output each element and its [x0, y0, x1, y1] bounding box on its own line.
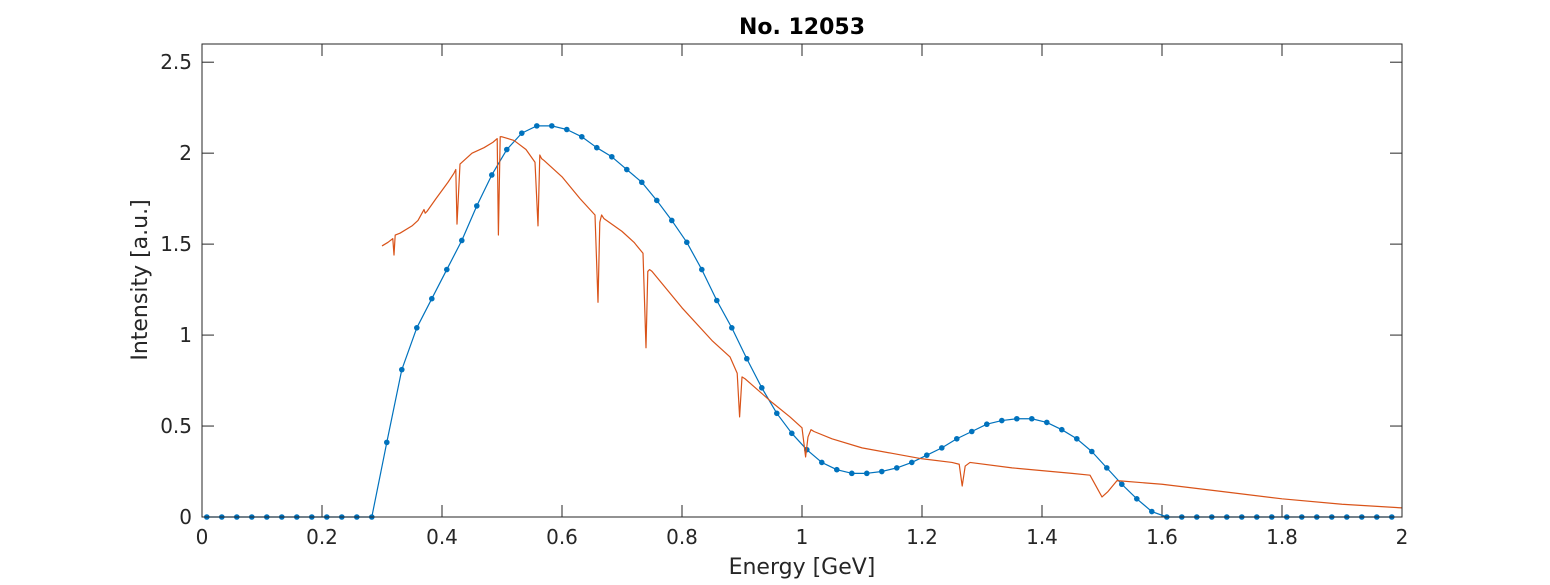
data-point [519, 130, 525, 136]
data-point [1104, 465, 1110, 471]
x-tick-label: 1 [796, 525, 809, 549]
x-tick-label: 0.2 [306, 525, 338, 549]
data-point [594, 144, 600, 151]
data-point [579, 133, 585, 140]
data-point [399, 366, 405, 373]
y-tick-label: 0 [179, 505, 192, 529]
x-tick-label: 1.8 [1266, 525, 1298, 549]
data-point [624, 166, 630, 173]
data-point [414, 325, 420, 331]
data-point [909, 459, 915, 466]
data-point [774, 410, 780, 417]
data-point [489, 172, 495, 178]
data-point [834, 466, 840, 473]
data-point [474, 203, 480, 209]
data-point [1119, 481, 1125, 488]
data-point [444, 266, 450, 273]
data-point [744, 355, 750, 362]
data-point [819, 459, 825, 466]
data-point [1044, 419, 1050, 426]
data-point [504, 146, 510, 153]
y-ticks: 0 0.5 1 1.5 2 2.5 [160, 50, 1402, 529]
x-tick-label: 0.4 [426, 525, 458, 549]
data-point [864, 470, 870, 477]
x-tick-label: 2 [1396, 525, 1409, 549]
data-point [939, 445, 945, 451]
data-point [534, 123, 540, 129]
chart-title: No. 12053 [739, 15, 865, 40]
y-axis-label: Intensity [a.u.] [128, 199, 153, 360]
data-point [1059, 426, 1065, 433]
data-point [429, 295, 435, 302]
data-point [714, 297, 720, 304]
data-point [999, 417, 1005, 424]
data-point [384, 439, 390, 446]
y-tick-label: 0.5 [160, 414, 192, 438]
data-point [879, 468, 885, 475]
data-point [729, 325, 735, 331]
x-tick-label: 0 [196, 525, 209, 549]
data-point [924, 452, 930, 458]
data-point [654, 197, 660, 204]
data-point [549, 123, 555, 129]
y-tick-label: 2.5 [160, 50, 192, 74]
data-point [669, 217, 675, 224]
data-point [639, 179, 645, 186]
data-point [1089, 448, 1095, 455]
data-point [969, 428, 975, 435]
data-point [1149, 508, 1155, 515]
data-point [759, 385, 765, 391]
data-point [849, 470, 855, 477]
data-point [894, 465, 900, 471]
data-point [1074, 435, 1080, 442]
series-line-1 [381, 136, 1403, 509]
data-point [984, 421, 990, 428]
x-tick-label: 1.2 [906, 525, 938, 549]
series-1 [381, 136, 1403, 509]
y-tick-label: 1.5 [160, 232, 192, 256]
data-point [609, 153, 615, 160]
x-tick-label: 0.8 [666, 525, 698, 549]
data-point [789, 430, 795, 437]
data-point [564, 126, 570, 133]
data-point [459, 237, 465, 244]
data-point [684, 239, 690, 246]
x-tick-label: 1.6 [1146, 525, 1178, 549]
data-point [1014, 415, 1020, 422]
x-axis-label: Energy [GeV] [729, 555, 876, 580]
y-tick-label: 2 [179, 141, 192, 165]
data-point [699, 266, 705, 273]
data-point [954, 435, 960, 442]
data-point [1029, 415, 1035, 422]
data-point [1134, 496, 1140, 502]
plot-box [201, 43, 1403, 518]
x-ticks: 0 0.2 0.4 0.6 0.8 1 1.2 1.4 1.6 1.8 2 [196, 44, 1409, 549]
plot-background [202, 44, 1402, 517]
x-tick-label: 0.6 [546, 525, 578, 549]
y-tick-label: 1 [179, 323, 192, 347]
x-tick-label: 1.4 [1026, 525, 1058, 549]
